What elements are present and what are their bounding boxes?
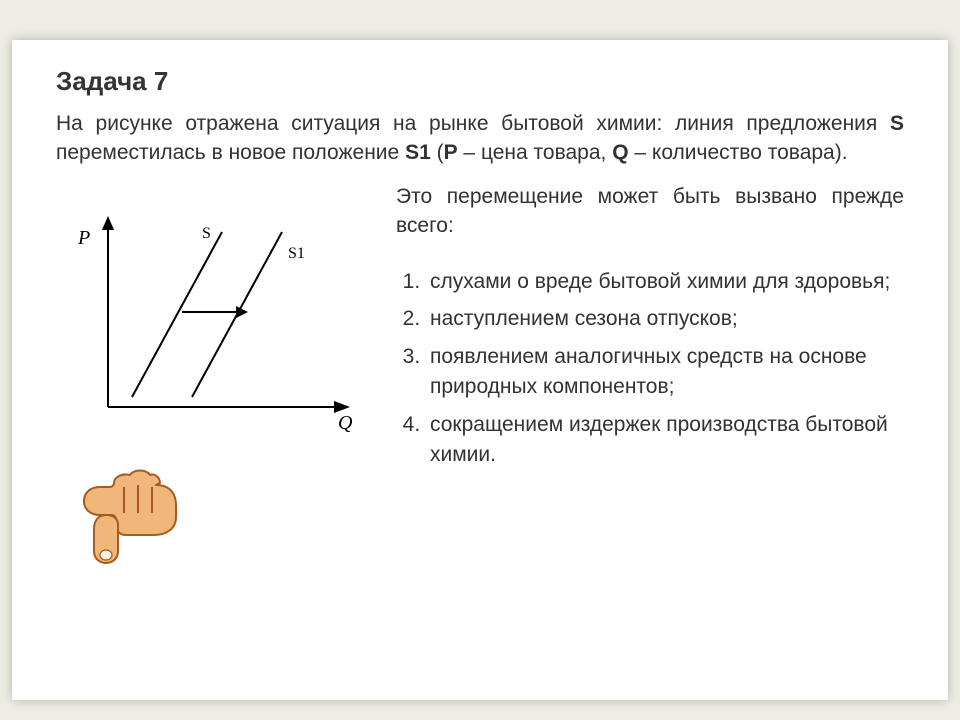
intro-p2: переместилась в новое положение: [56, 141, 405, 164]
options-list: слухами о вреде бытовой химии для здоров…: [396, 267, 904, 470]
body-row: P Q S S1 Это перемещение может быть вызвано…: [56, 182, 904, 572]
task-title: Задача 7: [56, 66, 904, 97]
slide: Задача 7 На рисунке отражена ситуация на…: [12, 40, 948, 700]
right-column: Это перемещение может быть вызвано прежд…: [376, 182, 904, 478]
left-column: P Q S S1: [56, 182, 376, 572]
supply-chart: P Q S S1: [62, 212, 376, 437]
option-2: наступлением сезона отпусков;: [426, 304, 904, 334]
chart-svg: P Q S S1: [62, 212, 362, 432]
intro-s: S: [890, 112, 904, 135]
intro-p3: (: [431, 141, 444, 164]
intro-text: На рисунке отражена ситуация на рынке бы…: [56, 109, 904, 168]
hand-svg: [76, 467, 186, 567]
intro-p4: – цена товара,: [458, 141, 613, 164]
intro-p1: На рисунке отражена ситуация на рынке бы…: [56, 112, 890, 135]
option-1: слухами о вреде бытовой химии для здоров…: [426, 267, 904, 297]
pointing-hand-icon: [76, 467, 376, 572]
svg-text:S: S: [202, 225, 211, 242]
svg-text:S1: S1: [288, 245, 305, 262]
intro-p5: – количество товара).: [629, 141, 848, 164]
lead-text: Это перемещение может быть вызвано прежд…: [396, 182, 904, 241]
svg-text:Q: Q: [338, 412, 353, 432]
intro-s1: S1: [405, 141, 431, 164]
intro-p: P: [444, 141, 458, 164]
option-3: появлением аналогичных средств на основе…: [426, 342, 904, 402]
svg-text:P: P: [77, 227, 90, 249]
option-4: сокращением издержек производства бытово…: [426, 410, 904, 470]
intro-q: Q: [612, 141, 628, 164]
